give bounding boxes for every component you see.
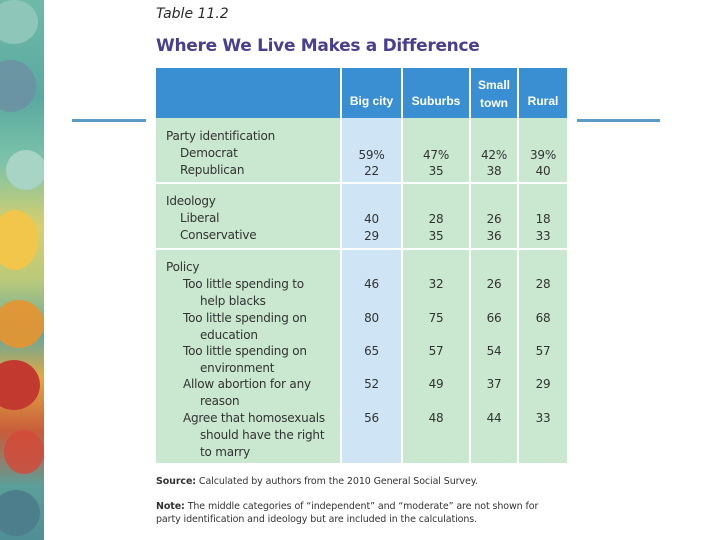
table-cell: 29 xyxy=(364,229,379,243)
table-cell: 29 xyxy=(535,377,551,391)
table-cell: 56 xyxy=(364,411,379,425)
table-cell: 28 xyxy=(428,212,444,226)
section-heading: Party identification xyxy=(166,129,276,143)
row-label: Democrat xyxy=(180,146,238,160)
table-cell: 36 xyxy=(486,229,502,243)
column-header-suburbs: Suburbs xyxy=(411,94,461,108)
table-cell: 54 xyxy=(486,344,502,358)
table-cell: 26 xyxy=(486,277,502,291)
table-cell: 49 xyxy=(428,377,444,391)
table-cell: 65 xyxy=(364,344,379,358)
column-header-big-city: Big city xyxy=(349,94,394,108)
section-divider xyxy=(156,248,567,250)
slide-divider-left xyxy=(72,119,146,122)
table-cell: 32 xyxy=(428,277,444,291)
table-cell: 80 xyxy=(364,311,379,325)
table-cell: 28 xyxy=(535,277,551,291)
data-table: Big city Suburbs Small town Rural Party … xyxy=(156,68,567,463)
column-header-rural: Rural xyxy=(527,94,559,108)
table-cell: 39% xyxy=(529,148,557,162)
table-source: Source: Calculated by authors from the 2… xyxy=(156,476,478,487)
table-title: Where We Live Makes a Difference xyxy=(156,36,480,56)
table-cell: 40 xyxy=(535,164,551,178)
table-cell: 42% xyxy=(480,148,508,162)
table-cell: 37 xyxy=(486,377,502,391)
table-note: Note: The middle categories of “independ… xyxy=(156,501,539,525)
row-label: Too little spending to help blacks xyxy=(183,277,304,308)
table-cell: 26 xyxy=(486,212,502,226)
row-label: Too little spending on education xyxy=(183,311,307,342)
table-header xyxy=(156,68,567,118)
table-cell: 57 xyxy=(535,344,551,358)
table-cell: 22 xyxy=(364,164,379,178)
table-cell: 47% xyxy=(422,148,450,162)
table-cell: 38 xyxy=(486,164,502,178)
row-label: Agree that homosexuals should have the r… xyxy=(183,411,325,459)
table-cell: 40 xyxy=(364,212,379,226)
slide-divider-right xyxy=(577,119,660,122)
table-cell: 35 xyxy=(428,164,444,178)
row-label: Republican xyxy=(180,163,245,177)
table-cell: 66 xyxy=(486,311,502,325)
table-cell: 33 xyxy=(535,411,551,425)
row-label: Conservative xyxy=(180,228,257,242)
section-heading: Policy xyxy=(166,260,200,274)
table-cell: 52 xyxy=(364,377,379,391)
decorative-side-art xyxy=(0,0,44,540)
row-label: Too little spending on environment xyxy=(183,344,307,375)
table-cell: 75 xyxy=(428,311,444,325)
table-cell: 68 xyxy=(535,311,551,325)
column-header-small-town: Small town xyxy=(477,78,510,110)
table-cell: 35 xyxy=(428,229,444,243)
table-cell: 59% xyxy=(358,148,385,162)
table-cell: 18 xyxy=(535,212,551,226)
row-label: Allow abortion for any reason xyxy=(183,377,311,408)
table-cell: 33 xyxy=(535,229,551,243)
section-heading: Ideology xyxy=(166,194,216,208)
section-divider xyxy=(156,182,567,184)
table-number: Table 11.2 xyxy=(156,6,229,22)
table-cell: 57 xyxy=(428,344,444,358)
table-cell: 44 xyxy=(486,411,502,425)
table-cell: 46 xyxy=(364,277,379,291)
table-cell: 48 xyxy=(428,411,444,425)
row-label: Liberal xyxy=(180,211,220,225)
